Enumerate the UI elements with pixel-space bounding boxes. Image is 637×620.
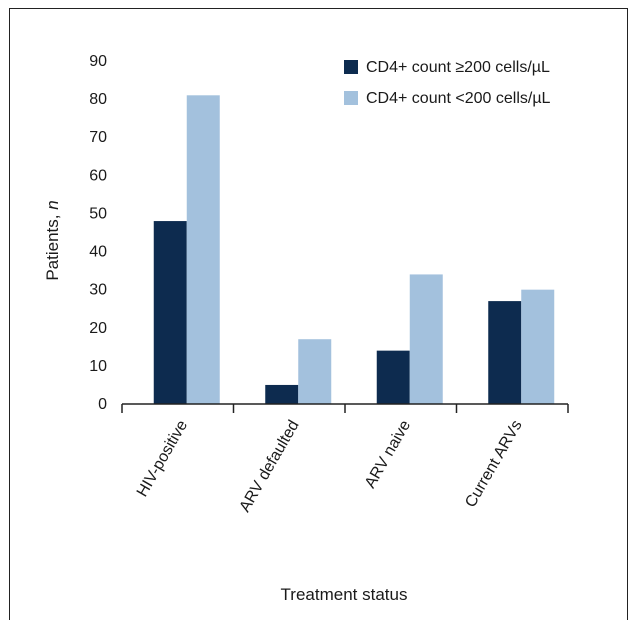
y-axis-title: Patients, n [43,200,62,280]
x-axis-ticks: HIV-positive ARV defaulted ARV naive Curren… [121,404,569,516]
bars [153,95,555,405]
legend-label: CD4+ count ≥200 cells/µL [366,59,550,76]
legend-swatch [344,60,358,74]
legend-swatch [344,91,358,105]
y-axis-ticks: 0 10 20 30 40 50 60 70 80 90 [89,53,107,413]
bar-cd4-lt200 [186,95,220,405]
figure-frame [9,8,628,620]
x-axis-title: Treatment status [281,585,408,604]
y-tick-label: 50 [89,205,107,222]
bar-cd4-lt200 [409,274,443,404]
bar-cd4-ge200 [265,384,299,404]
y-tick-label: 30 [89,282,107,299]
x-tick-label: ARV defaulted [237,418,303,516]
y-tick-label: 20 [89,320,107,337]
bar-cd4-ge200 [376,350,410,404]
y-tick-label: 60 [89,167,107,184]
bar-cd4-lt200 [521,289,555,404]
x-tick-label: HIV-positive [134,417,191,500]
y-tick-label: 90 [89,53,107,70]
legend-label: CD4+ count <200 cells/µL [366,90,551,107]
y-tick-label: 70 [89,129,107,146]
y-tick-label: 10 [89,358,107,375]
y-tick-label: 80 [89,91,107,108]
bar-cd4-ge200 [153,221,187,404]
y-tick-label: 0 [98,396,107,413]
bar-cd4-ge200 [488,301,522,404]
x-tick-label: Current ARVs [462,418,525,511]
bar-cd4-lt200 [298,339,332,404]
legend: CD4+ count ≥200 cells/µL CD4+ count <200 … [344,59,551,107]
x-tick-label: ARV naive [362,417,414,491]
y-tick-label: 40 [89,244,107,261]
